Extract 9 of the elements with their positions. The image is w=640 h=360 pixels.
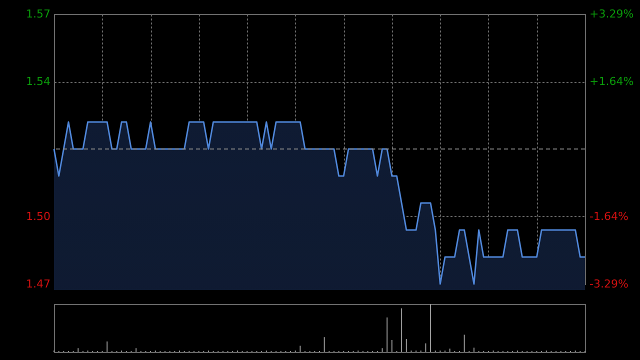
- y2-tick-label: +1.64%: [590, 75, 634, 88]
- y-tick-label: 1.54: [26, 75, 50, 88]
- y2-tick-label: -3.29%: [590, 278, 628, 290]
- y2-tick-label: -1.64%: [590, 210, 628, 223]
- y-tick-label: 1.47: [26, 278, 50, 290]
- y2-tick-label: +3.29%: [590, 8, 634, 20]
- line-series: [53, 121, 586, 285]
- y-tick-label: 1.57: [26, 8, 50, 20]
- y-tick-label: 1.50: [26, 210, 50, 223]
